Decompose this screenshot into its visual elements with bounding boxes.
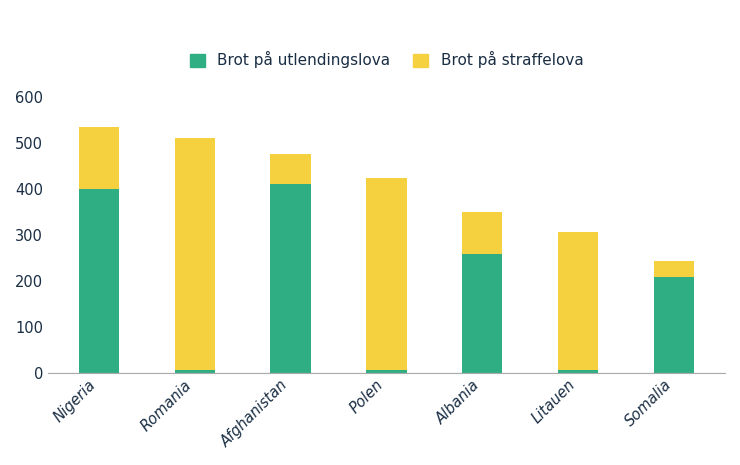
Bar <box>366 178 406 370</box>
Bar <box>654 261 694 277</box>
Bar <box>462 213 502 254</box>
Bar <box>558 370 599 372</box>
Bar <box>78 127 119 189</box>
Bar <box>175 370 215 372</box>
Legend: Brot på utlendingslova, Brot på straffelova: Brot på utlendingslova, Brot på straffel… <box>184 45 590 74</box>
Bar <box>175 138 215 370</box>
Bar <box>78 189 119 372</box>
Bar <box>558 232 599 370</box>
Bar <box>271 154 311 184</box>
Bar <box>654 277 694 372</box>
Bar <box>366 370 406 372</box>
Bar <box>271 184 311 372</box>
Bar <box>462 254 502 372</box>
